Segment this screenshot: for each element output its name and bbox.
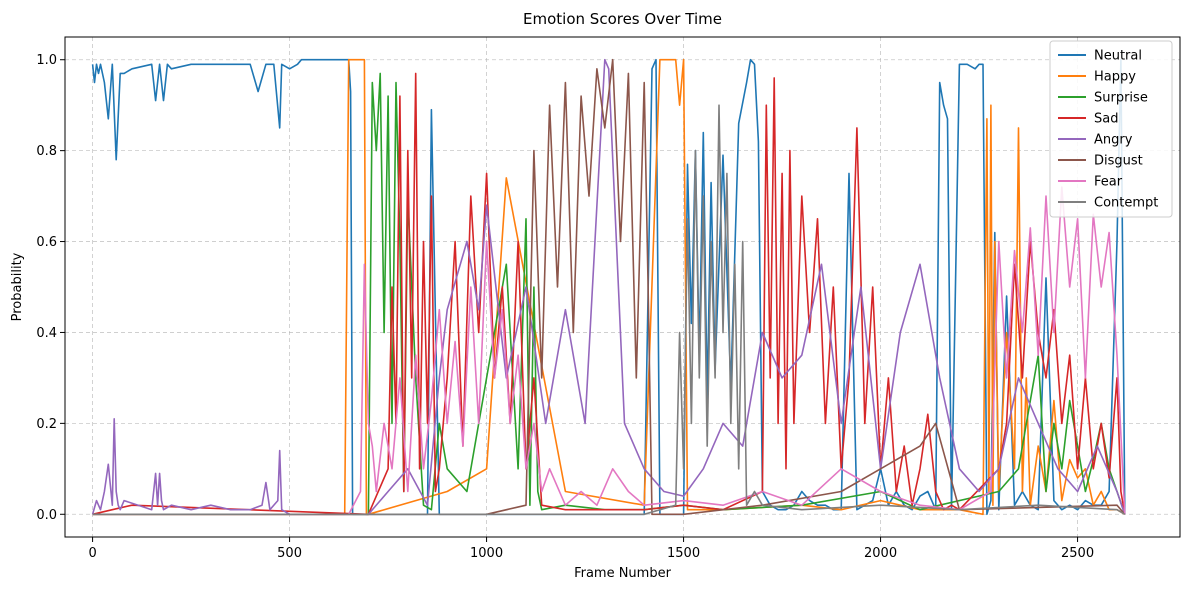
- x-tick-label: 1500: [667, 546, 700, 561]
- legend-label-disgust: Disgust: [1094, 154, 1143, 169]
- series-line-sad: [92, 72, 1126, 516]
- series-line-surprise: [92, 72, 1126, 516]
- legend: Neutral Happy Surprise Sad Angry Disgust Fear C…: [1049, 40, 1173, 218]
- legend-label-contempt: Contempt: [1094, 196, 1158, 211]
- series-line-contempt: [92, 104, 1126, 516]
- series-line-disgust: [92, 58, 1126, 516]
- x-tick-label: 1000: [470, 546, 503, 561]
- y-tick-label: 1.0: [36, 53, 57, 68]
- y-tick-label: 0.2: [36, 417, 57, 432]
- x-tick-label: 0: [88, 546, 96, 561]
- x-axis-label: Frame Number: [574, 566, 672, 581]
- axis-ticks: 0 500 1000 1500 2000 2500 0.0 0.2 0.4 0.6 0.8 1.0: [36, 53, 1094, 561]
- series-line-neutral: [91, 58, 1126, 516]
- legend-label-fear: Fear: [1094, 175, 1123, 190]
- series-lines: [91, 58, 1126, 516]
- legend-box: [1049, 40, 1173, 218]
- x-tick-label: 2500: [1061, 546, 1094, 561]
- x-tick-label: 500: [277, 546, 302, 561]
- legend-label-surprise: Surprise: [1094, 91, 1148, 106]
- series-line-happy: [92, 58, 1126, 516]
- series-line-angry: [91, 58, 1126, 516]
- x-tick-label: 2000: [864, 546, 897, 561]
- chart-title: Emotion Scores Over Time: [523, 10, 722, 28]
- y-tick-label: 0.0: [36, 508, 57, 523]
- y-axis-label: Probability: [10, 252, 25, 321]
- legend-label-sad: Sad: [1094, 112, 1118, 127]
- legend-label-happy: Happy: [1094, 70, 1136, 85]
- legend-label-neutral: Neutral: [1094, 49, 1142, 64]
- y-tick-label: 0.8: [36, 144, 57, 159]
- y-tick-label: 0.4: [36, 326, 57, 341]
- plot-frame: [64, 36, 1181, 538]
- legend-label-angry: Angry: [1094, 133, 1133, 148]
- series-line-fear: [92, 186, 1126, 516]
- y-tick-label: 0.6: [36, 235, 57, 250]
